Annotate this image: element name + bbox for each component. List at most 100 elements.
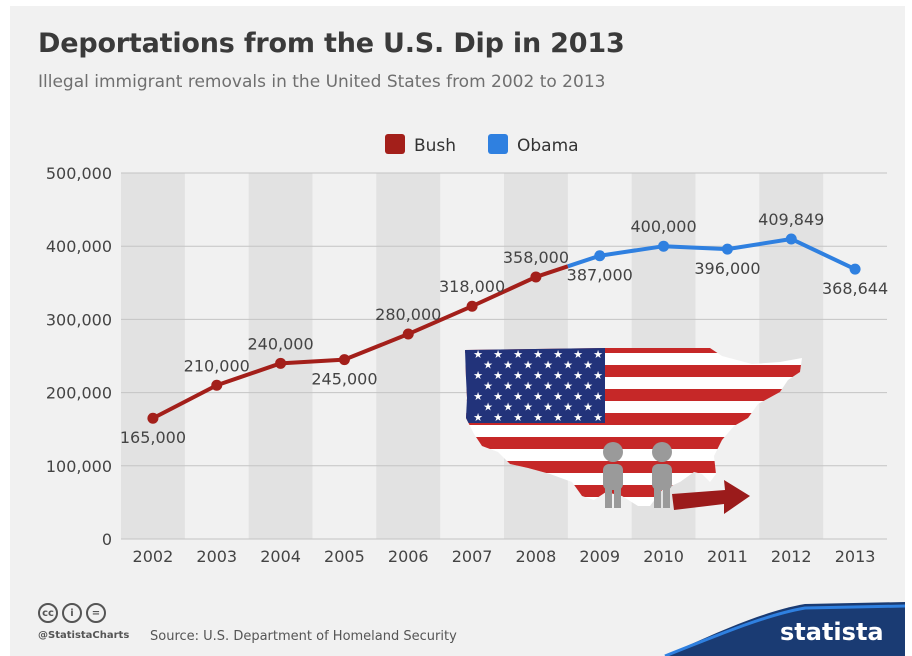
flag-star: ★ [473,348,483,361]
y-tick-label: 300,000 [46,310,112,329]
x-tick-label: 2013 [835,547,876,566]
flag-star: ★ [533,369,543,382]
data-labels: 165,000 210,000 240,000 245,000 280,000 318,0… [120,210,888,447]
column-band [121,173,185,539]
flag-star: ★ [473,411,483,424]
flag-star: ★ [593,411,603,424]
no-derivatives-icon: = [86,603,106,623]
flag-star: ★ [493,348,503,361]
flag-star: ★ [513,390,523,403]
flag-star: ★ [533,411,543,424]
data-label: 165,000 [120,428,186,447]
flag-star: ★ [583,359,593,372]
flag-star: ★ [563,380,573,393]
column-band [376,173,441,539]
x-tick-label: 2009 [579,547,620,566]
data-point-bush [466,300,478,312]
series-line-bush [151,264,569,420]
data-point-bush [211,379,223,391]
y-axis-ticks: 0 100,000 200,000 300,000 400,000 500,000 [46,164,112,549]
data-point-obama [721,243,733,255]
legend-swatch-obama [488,134,508,154]
flag-star: ★ [583,380,593,393]
flag-star: ★ [553,390,563,403]
x-tick-label: 2008 [516,547,557,566]
y-tick-label: 500,000 [46,164,112,183]
column-band [248,173,313,539]
x-tick-label: 2012 [771,547,812,566]
data-point-obama [849,263,861,275]
data-point-bush [275,357,287,369]
flag-star: ★ [573,411,583,424]
flag-star: ★ [593,348,603,361]
footer-wave [665,602,905,656]
flag-star: ★ [553,411,563,424]
data-point-bush [147,412,159,424]
x-tick-label: 2002 [133,547,174,566]
cc-icon: cc [38,603,58,623]
flag-star: ★ [593,369,603,382]
flag-star: ★ [513,369,523,382]
x-tick-label: 2006 [388,547,429,566]
data-label: 240,000 [247,334,313,353]
flag-star: ★ [483,380,493,393]
infographic-card: Deportations from the U.S. Dip in 2013 I… [10,6,905,656]
data-label: 368,644 [822,279,888,298]
flag-star: ★ [573,369,583,382]
chart-title: Deportations from the U.S. Dip in 2013 [38,28,625,59]
x-tick-label: 2007 [452,547,493,566]
gridlines [121,172,887,540]
flag-star: ★ [483,359,493,372]
flag-star: ★ [533,390,543,403]
flag-star: ★ [513,411,523,424]
data-point-obama [658,240,670,252]
flag-star: ★ [523,401,533,414]
series-line-obama [567,236,856,271]
social-handle: @StatistaCharts [38,630,130,641]
legend-label-obama: Obama [517,136,579,156]
flag-star: ★ [523,359,533,372]
x-tick-label: 2004 [260,547,301,566]
data-label: 387,000 [567,266,633,285]
y-tick-label: 100,000 [46,457,112,476]
brand-logo: statista [780,618,884,646]
series-lines [147,233,861,424]
chart-subtitle: Illegal immigrant removals in the United… [38,72,606,92]
data-label: 358,000 [503,248,569,267]
legend-label-bush: Bush [414,136,456,156]
data-label: 245,000 [311,370,377,389]
flag-star: ★ [553,369,563,382]
arrow-icon [672,480,750,514]
flag-star: ★ [553,348,563,361]
flag-star: ★ [563,359,573,372]
data-point-bush [338,354,350,366]
flag-star: ★ [543,401,553,414]
x-axis-ticks: 2002 2003 2004 2005 2006 2007 2008 2009 2010 2011… [133,547,876,566]
data-label: 396,000 [694,259,760,278]
flag-star: ★ [493,369,503,382]
flag-star: ★ [543,380,553,393]
y-tick-label: 0 [102,530,112,549]
flag-star: ★ [493,390,503,403]
flag-star: ★ [563,401,573,414]
flag-star: ★ [493,411,503,424]
y-tick-label: 400,000 [46,237,112,256]
data-label: 400,000 [630,217,696,236]
data-point-bush [402,328,414,340]
flag-star: ★ [523,380,533,393]
flag-star: ★ [573,390,583,403]
attribution-icon: i [62,603,82,623]
x-tick-label: 2005 [324,547,365,566]
x-tick-label: 2011 [707,547,748,566]
flag-star: ★ [503,380,513,393]
data-point-obama [594,250,606,262]
legend: Bush Obama [385,134,579,156]
data-point-obama [785,233,797,245]
data-label: 210,000 [184,356,250,375]
line-chart: 0 100,000 200,000 300,000 400,000 500,000 200… [46,134,905,656]
flag-star: ★ [503,401,513,414]
legend-swatch-bush [385,134,405,154]
x-tick-label: 2010 [643,547,684,566]
flag-star: ★ [503,359,513,372]
y-tick-label: 200,000 [46,384,112,403]
